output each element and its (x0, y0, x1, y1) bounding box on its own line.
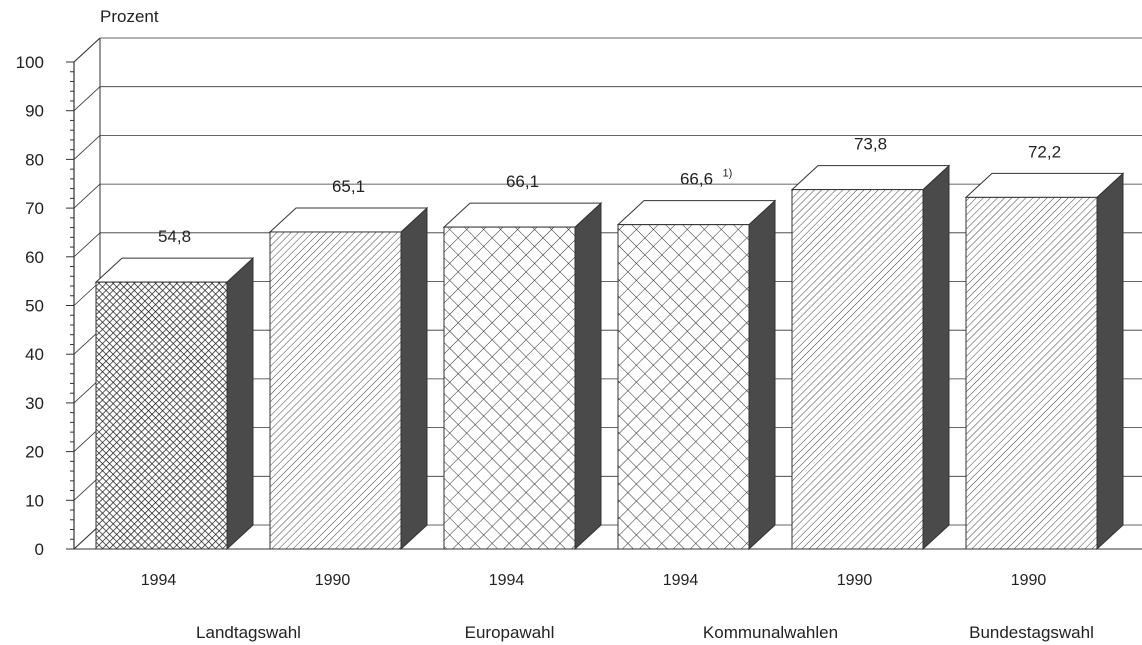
bar-series: 54,8 65,1 66,1 66,6 1) 73,8 72,2 (94, 135, 1125, 551)
bar-top-face (790, 165, 951, 191)
gridline-wall (73, 232, 101, 258)
y-axis: 0 10 20 30 40 50 60 70 80 90 100 (16, 53, 75, 559)
bar: 65,1 (268, 177, 429, 551)
bar-value-label: 54,8 (158, 227, 191, 246)
bar-value-label: 65,1 (332, 177, 365, 196)
y-tick-label: 100 (16, 53, 44, 72)
y-axis-title: Prozent (100, 7, 159, 26)
bar-value-label: 66,6 (680, 170, 713, 189)
bar-front-face (965, 196, 1098, 550)
bar-value-label: 72,2 (1028, 142, 1061, 161)
y-tick-label: 60 (25, 248, 44, 267)
bar: 73,8 (790, 135, 951, 551)
y-tick-label: 10 (25, 491, 44, 510)
bar-top-face (964, 172, 1125, 198)
group-label: Europawahl (465, 623, 555, 642)
bar-year-label: 1990 (837, 572, 873, 589)
bar-side-face (922, 164, 950, 551)
bar-front-face (95, 281, 228, 550)
bar-year-label: 1994 (663, 572, 699, 589)
bar-year-label: 1990 (315, 572, 351, 589)
bar-side-face (1096, 172, 1124, 551)
y-tick-label: 40 (25, 345, 44, 364)
y-tick-label: 70 (25, 199, 44, 218)
bar-footnote-marker: 1) (723, 168, 733, 180)
bar-front-face (617, 224, 750, 550)
bar-value-label: 73,8 (854, 135, 887, 154)
gridline-wall (73, 37, 101, 63)
bar-top-face (94, 257, 255, 283)
bar-front-face (269, 231, 402, 550)
bar-top-face (442, 202, 603, 228)
bar-value-label: 66,1 (506, 172, 539, 191)
bar-year-label: 1990 (1011, 572, 1047, 589)
y-tick-label: 80 (25, 150, 44, 169)
bar-front-face (791, 189, 924, 550)
bar: 66,6 1) (616, 168, 777, 551)
y-tick-label: 90 (25, 102, 44, 121)
y-tick-label: 0 (35, 540, 44, 559)
y-tick-label: 50 (25, 297, 44, 316)
bar-side-face (748, 199, 776, 551)
group-label: Kommunalwahlen (703, 623, 838, 642)
bar-side-face (226, 256, 254, 551)
bar: 54,8 (94, 227, 255, 551)
gridline-wall (73, 86, 101, 111)
bar: 72,2 (964, 142, 1125, 551)
group-label: Landtagswahl (196, 623, 301, 642)
bar-year-label: 1994 (141, 572, 177, 589)
y-tick-label: 30 (25, 394, 44, 413)
gridline-wall (73, 183, 101, 209)
x-axis-labels: 1994 1990 1994 1994 1990 1990 Landtagswahl Euro… (141, 572, 1094, 642)
bar-front-face (443, 226, 576, 550)
group-label: Bundestagswahl (969, 623, 1094, 642)
bar-year-label: 1994 (489, 572, 525, 589)
bar-side-face (400, 206, 428, 551)
bar-top-face (616, 200, 777, 226)
bar: 66,1 (442, 172, 603, 551)
gridline-wall (73, 135, 101, 160)
bar-side-face (574, 201, 602, 551)
bar-top-face (268, 207, 429, 233)
y-tick-label: 20 (25, 443, 44, 462)
